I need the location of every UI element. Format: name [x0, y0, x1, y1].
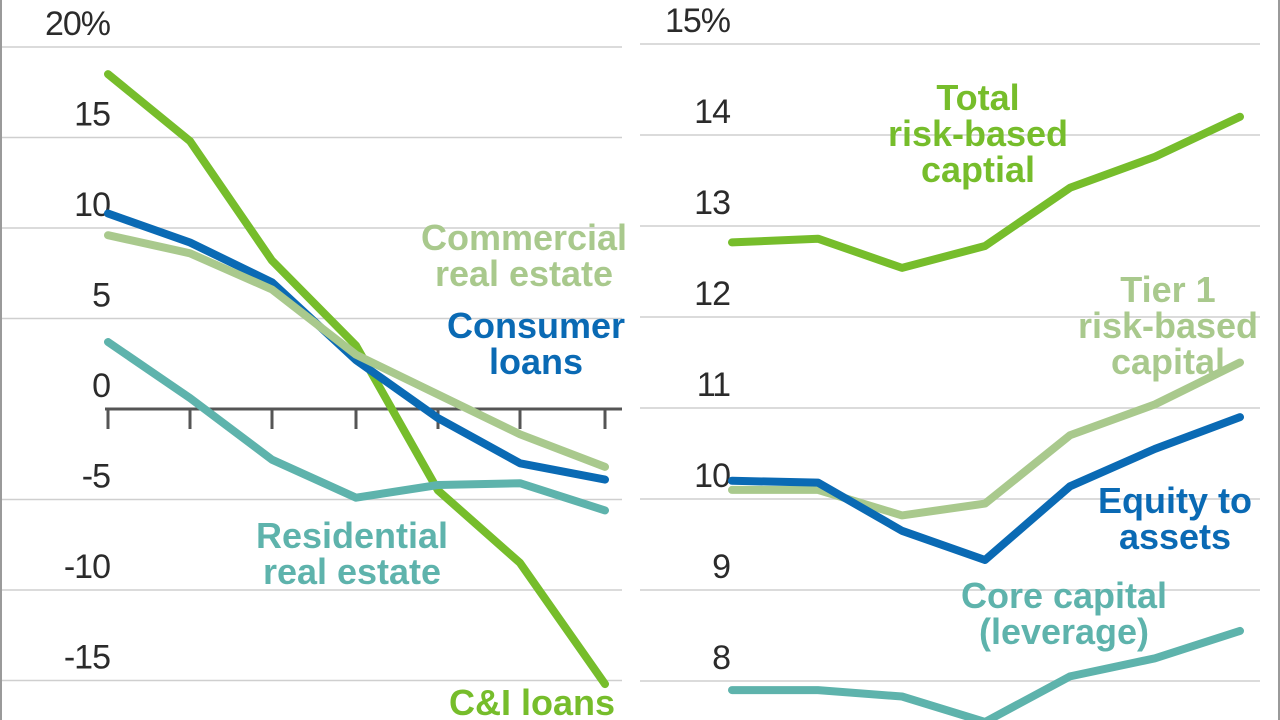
- right-series-label-tier-1-risk-based-capital: Tier 1 risk-based capital: [1078, 269, 1258, 382]
- right-y-tick-label: 15%: [665, 2, 731, 40]
- series-label-line: real estate: [263, 551, 441, 592]
- series-label-line: Residential: [256, 515, 448, 556]
- left-y-tick-label: -5: [82, 458, 110, 496]
- series-label-line: loans: [489, 341, 583, 382]
- frame-right-edge: [1278, 0, 1280, 720]
- series-label-line: Total: [936, 77, 1019, 118]
- series-label-line: C&I loans: [449, 682, 615, 720]
- series-label-line: risk-based: [1078, 305, 1258, 346]
- right-y-tick-label: 11: [697, 366, 730, 404]
- right-y-tick-label: 9: [712, 548, 730, 586]
- left-series-line-commercial-real-estate: [104, 231, 609, 471]
- right-series-label-core-capital-leverage: Core capital (leverage): [961, 575, 1167, 652]
- series-label-line: Tier 1: [1120, 269, 1215, 310]
- right-series-label-total-risk-based-captial: Total risk-based captial: [888, 77, 1068, 190]
- right-y-tick-label: 12: [694, 275, 730, 313]
- left-y-tick-label: 0: [92, 367, 110, 405]
- right-y-tick-label: 10: [694, 457, 730, 495]
- left-series-label-commercial-real-estate: Commercial real estate: [421, 217, 627, 294]
- series-label-line: real estate: [435, 253, 613, 294]
- left-series-line-consumer-loans: [104, 209, 609, 484]
- right-y-tick-label: 14: [694, 93, 730, 131]
- left-series-line-c-i-loans: [104, 70, 609, 689]
- series-label-line: Consumer: [447, 305, 625, 346]
- series-label-line: assets: [1119, 516, 1231, 557]
- left-y-tick-label: 20%: [45, 5, 111, 43]
- right-series-line-core-capital-leverage: [728, 626, 1244, 720]
- right-y-tick-label: 8: [712, 639, 730, 677]
- left-y-tick-label: 10: [74, 186, 110, 224]
- series-label-line: Core capital: [961, 575, 1167, 616]
- series-label-line: captial: [921, 149, 1035, 190]
- left-y-tick-label: -10: [64, 548, 110, 586]
- right-y-tick-label: 13: [694, 184, 730, 222]
- right-series-line-tier-1-risk-based-capital: [728, 358, 1244, 520]
- series-label-line: Equity to: [1098, 480, 1252, 521]
- series-label-line: capital: [1111, 341, 1225, 382]
- left-y-tick-label: 5: [92, 277, 110, 315]
- left-series-label-residential-real-estate: Residential real estate: [256, 515, 448, 592]
- left-series-line-residential-real-estate: [104, 338, 609, 515]
- frame-left-edge: [0, 0, 2, 720]
- right-series-label-equity-to-assets: Equity to assets: [1098, 480, 1252, 557]
- right-series-line-equity-to-assets: [728, 413, 1244, 564]
- right-series-line-total-risk-based-captial: [728, 112, 1244, 272]
- left-y-tick-label: -15: [64, 639, 110, 677]
- left-y-tick-label: 15: [74, 96, 110, 134]
- series-label-line: Commercial: [421, 217, 627, 258]
- series-label-line: (leverage): [979, 611, 1149, 652]
- left-series-label-c-i-loans: C&I loans: [449, 682, 615, 720]
- left-series-label-consumer-loans: Consumer loans: [447, 305, 625, 382]
- series-label-line: risk-based: [888, 113, 1068, 154]
